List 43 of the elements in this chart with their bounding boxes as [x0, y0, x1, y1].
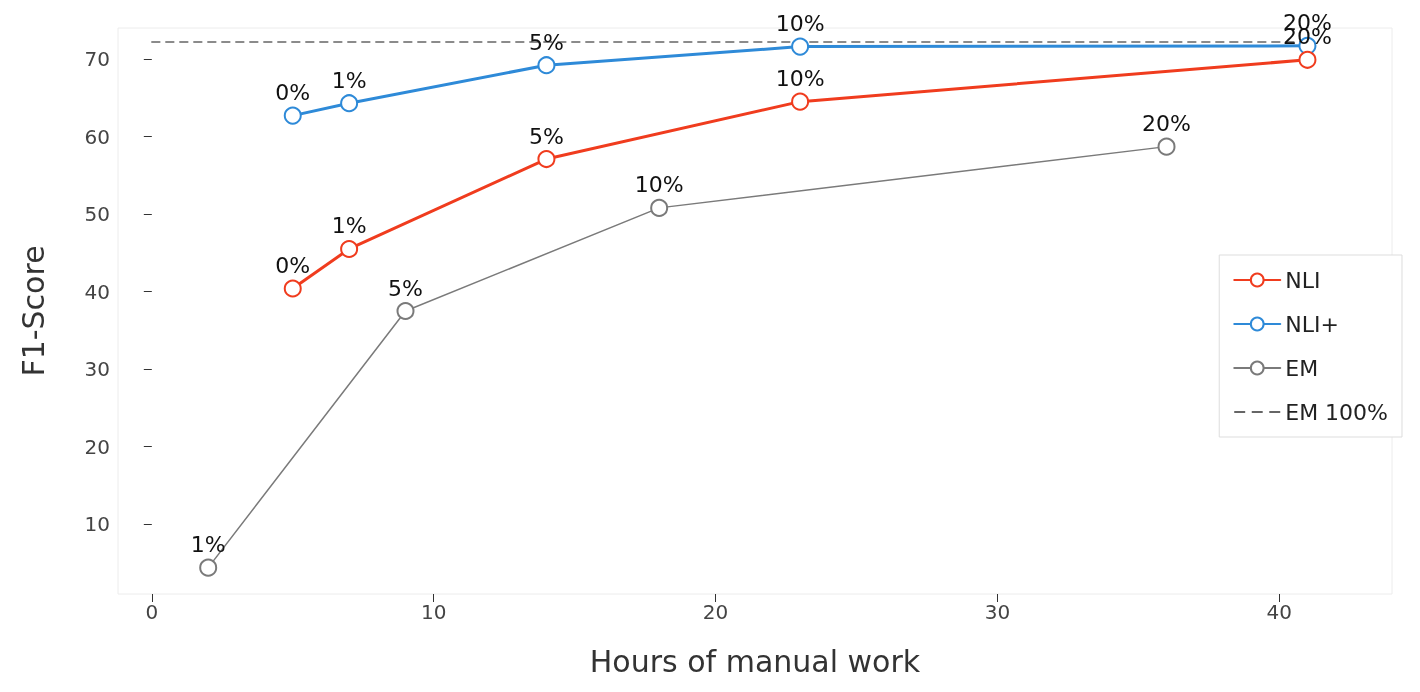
- annotation: 10%: [634, 172, 684, 198]
- x-tick-label: 0: [145, 600, 159, 624]
- legend-label: NLI+: [1285, 311, 1339, 337]
- point: [283, 279, 302, 298]
- annotation: 0%: [275, 80, 311, 106]
- legend-label: NLI: [1285, 267, 1321, 293]
- x-tick-label: 20: [702, 600, 729, 624]
- point: [1157, 137, 1176, 156]
- x-tick-label: 30: [984, 600, 1011, 624]
- annotation: 10%: [775, 66, 825, 92]
- annotation: 0%: [275, 253, 311, 279]
- y-axis-title: F1-Score: [15, 245, 51, 377]
- y-tick-label: 20: [84, 434, 110, 459]
- point: [1298, 50, 1317, 69]
- y-tick-label: 50: [84, 202, 110, 227]
- y-tick-label: 60: [84, 124, 110, 149]
- point: [199, 558, 218, 577]
- y-tick-label: 70: [84, 47, 110, 72]
- legend-label: EM: [1285, 355, 1319, 381]
- point: [791, 37, 810, 56]
- y-tick-label: 30: [84, 357, 110, 382]
- x-axis-title: Hours of manual work: [589, 643, 921, 679]
- annotation: 20%: [1142, 111, 1191, 137]
- annotation: 5%: [528, 123, 564, 149]
- annotation: 1%: [190, 532, 226, 558]
- point: [340, 239, 359, 258]
- point: [650, 198, 669, 217]
- annotation: 5%: [388, 275, 423, 301]
- y-tick-label: 40: [84, 279, 110, 304]
- annotation: 5%: [528, 29, 564, 55]
- y-tick-label: 10: [84, 512, 110, 537]
- annotation: 1%: [331, 67, 367, 93]
- point: [340, 94, 359, 113]
- point: [537, 56, 556, 75]
- annotation: 10%: [775, 11, 825, 37]
- x-tick-label: 10: [420, 600, 447, 624]
- point: [283, 106, 302, 125]
- point: [537, 150, 556, 169]
- x-tick-label: 40: [1266, 600, 1292, 624]
- annotation: 1%: [331, 213, 367, 239]
- point: [791, 92, 810, 111]
- point: [396, 302, 415, 320]
- legend-label: EM 100%: [1285, 399, 1389, 425]
